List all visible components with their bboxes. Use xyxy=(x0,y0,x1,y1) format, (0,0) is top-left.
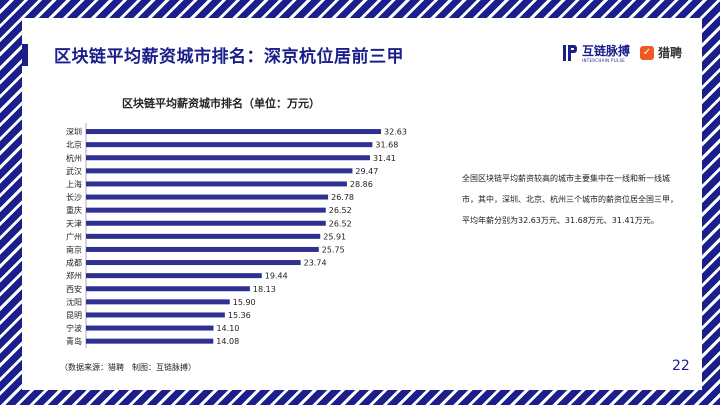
category-label: 沈阳 xyxy=(66,297,82,307)
bar xyxy=(86,246,319,252)
category-label: 西安 xyxy=(66,284,82,294)
bar xyxy=(86,338,214,344)
value-label: 19.44 xyxy=(265,272,288,281)
bar xyxy=(86,299,230,305)
bar xyxy=(86,220,326,226)
category-label: 天津 xyxy=(66,218,82,228)
value-label: 29.47 xyxy=(355,167,378,176)
bar xyxy=(86,142,373,148)
category-label: 昆明 xyxy=(66,311,82,320)
value-label: 31.68 xyxy=(375,141,398,150)
category-label: 长沙 xyxy=(66,192,82,202)
bar xyxy=(86,312,225,318)
category-label: 南京 xyxy=(66,244,82,254)
category-label: 武汉 xyxy=(66,166,82,176)
hulian-logo-name: 互链脉搏 xyxy=(582,44,631,58)
page-title: 区块链平均薪资城市排名：深京杭位居前三甲 xyxy=(54,47,404,67)
value-label: 28.86 xyxy=(350,180,373,189)
category-label: 广州 xyxy=(66,231,82,241)
bar xyxy=(86,325,214,331)
value-label: 31.41 xyxy=(373,154,396,163)
value-label: 14.10 xyxy=(216,324,239,333)
description-text: 全国区块链平均薪资较高的城市主要集中在一线和新一线城市，其中，深圳、北京、杭州三… xyxy=(462,174,678,225)
hulian-logo: 互链脉搏 INTERCHAIN PULSE xyxy=(562,44,630,64)
data-source: （数据来源：猎聘 制图：互链脉搏） xyxy=(60,363,196,372)
category-label: 重庆 xyxy=(66,205,82,215)
value-label: 25.91 xyxy=(323,232,346,241)
category-label: 青岛 xyxy=(66,336,82,346)
bar xyxy=(86,207,326,213)
value-label: 23.74 xyxy=(304,259,327,268)
bar xyxy=(86,260,301,266)
value-label: 26.52 xyxy=(329,206,352,215)
bar xyxy=(86,233,321,239)
value-label: 14.08 xyxy=(216,337,239,346)
bar xyxy=(86,181,347,187)
value-label: 26.52 xyxy=(329,219,352,228)
slide: 区块链平均薪资城市排名：深京杭位居前三甲 互链脉搏 INTERCHAIN PUL… xyxy=(22,18,702,390)
bar xyxy=(86,129,381,135)
category-label: 郑州 xyxy=(66,271,82,281)
category-label: 成都 xyxy=(66,258,82,268)
value-label: 18.13 xyxy=(253,285,276,294)
page-number: 22 xyxy=(672,358,690,374)
category-label: 深圳 xyxy=(66,127,82,137)
liepin-logo: ✓ 猎聘 xyxy=(640,44,682,61)
value-label: 26.78 xyxy=(331,193,354,202)
bar xyxy=(86,168,353,174)
title-accent-bar xyxy=(22,44,28,66)
liepin-logo-name: 猎聘 xyxy=(658,46,683,60)
bar xyxy=(86,194,329,200)
value-label: 32.63 xyxy=(384,128,407,137)
bar xyxy=(86,273,262,279)
bar xyxy=(86,155,370,161)
chart-title: 区块链平均薪资城市排名（单位：万元） xyxy=(122,97,320,110)
hulian-logo-subtitle: INTERCHAIN PULSE xyxy=(582,58,626,63)
bar xyxy=(86,286,250,292)
value-label: 15.90 xyxy=(233,298,256,307)
value-label: 15.36 xyxy=(228,311,251,320)
category-label: 上海 xyxy=(66,179,82,189)
hulian-logo-icon xyxy=(563,45,577,61)
liepin-logo-icon: ✓ xyxy=(640,45,654,60)
value-label: 25.75 xyxy=(322,245,345,254)
bar-chart: 深圳 32.63 北京 31.68 杭州 31.41 武汉 29.47 上海 28.86 长沙 26.… xyxy=(66,123,407,348)
category-label: 北京 xyxy=(66,140,82,150)
category-label: 杭州 xyxy=(66,153,82,163)
category-label: 宁波 xyxy=(66,323,82,333)
